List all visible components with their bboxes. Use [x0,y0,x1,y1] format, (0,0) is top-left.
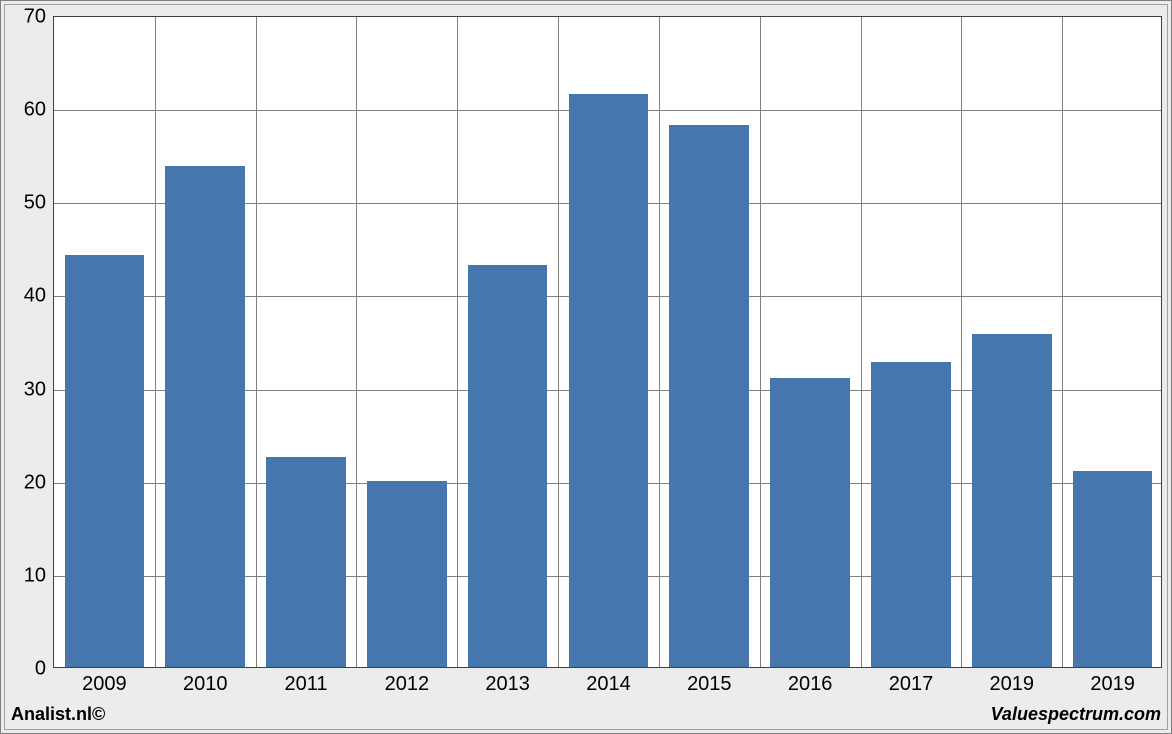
y-axis-tick-label: 30 [24,378,54,401]
x-axis-tick-label: 2019 [1090,667,1135,696]
gridline-vertical [1062,17,1063,667]
bar [266,457,346,667]
bar [468,265,548,667]
y-axis-tick-label: 60 [24,99,54,122]
bar [871,362,951,668]
bar [1073,471,1153,667]
gridline-vertical [356,17,357,667]
y-axis-tick-label: 40 [24,285,54,308]
chart-outer-frame: 0 10 20 30 40 50 60 70 2009 2010 2011 2012 2013 2014 2… [0,0,1172,734]
gridline-vertical [457,17,458,667]
bar [770,378,850,667]
footer-left-attribution: Analist.nl© [11,704,105,725]
gridline-vertical [961,17,962,667]
y-axis-tick-label: 50 [24,192,54,215]
bar [569,94,649,667]
gridline-vertical [861,17,862,667]
y-axis-tick-label: 0 [35,658,54,681]
bar [972,334,1052,667]
x-axis-tick-label: 2010 [183,667,228,696]
bar [669,125,749,667]
gridline-vertical [155,17,156,667]
gridline-vertical [558,17,559,667]
x-axis-tick-label: 2012 [385,667,430,696]
x-axis-tick-label: 2014 [586,667,631,696]
bar [367,481,447,667]
plot-area: 0102030405060702009201020112012201320142… [53,16,1162,668]
y-axis-tick-label: 10 [24,564,54,587]
bar [65,255,145,667]
y-axis-tick-label: 20 [24,471,54,494]
x-axis-tick-label: 2019 [990,667,1035,696]
x-axis-tick-label: 2009 [82,667,127,696]
chart-inner-frame: 0 10 20 30 40 50 60 70 2009 2010 2011 2012 2013 2014 2… [4,4,1168,730]
y-axis-tick-label: 70 [24,6,54,29]
x-axis-tick-label: 2013 [485,667,530,696]
x-axis-tick-label: 2011 [285,667,328,696]
x-axis-tick-label: 2016 [788,667,833,696]
bar [165,166,245,667]
gridline-vertical [256,17,257,667]
gridline-vertical [659,17,660,667]
x-axis-tick-label: 2017 [889,667,934,696]
x-axis-tick-label: 2015 [687,667,732,696]
gridline-vertical [760,17,761,667]
footer-right-attribution: Valuespectrum.com [991,704,1161,725]
